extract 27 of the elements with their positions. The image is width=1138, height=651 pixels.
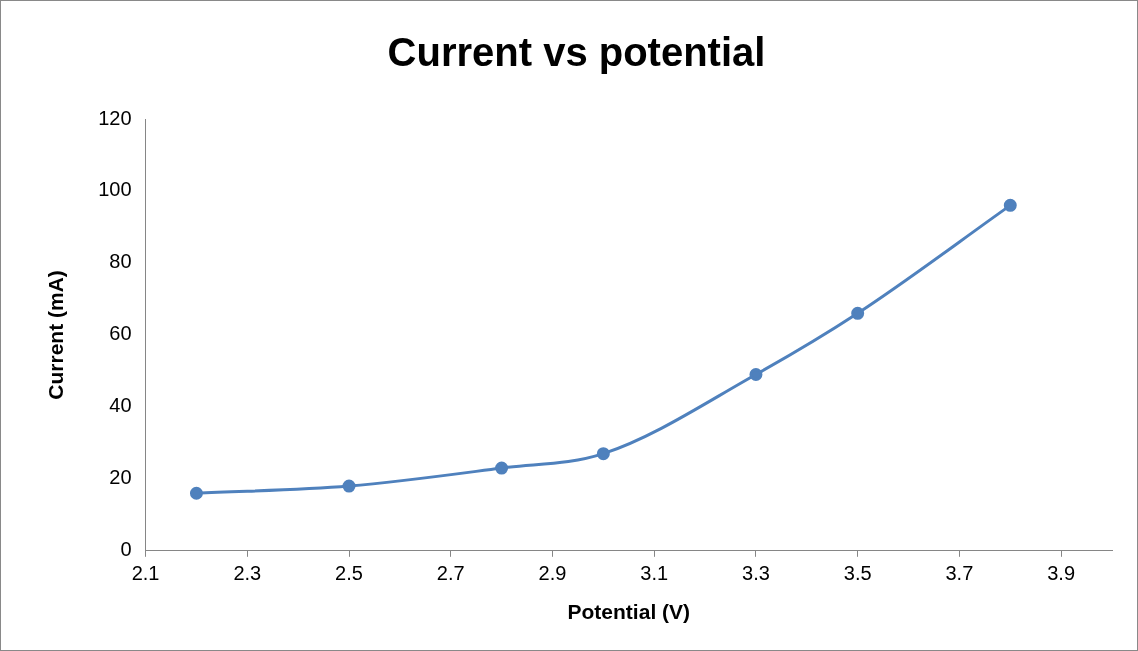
y-tick-label: 60 bbox=[109, 322, 132, 345]
y-tick-label: 0 bbox=[120, 538, 132, 561]
x-tick-label: 2.1 bbox=[131, 562, 160, 585]
y-tick-label: 100 bbox=[98, 178, 132, 201]
x-axis-title: Potential (V) bbox=[567, 600, 691, 624]
y-tick-label: 80 bbox=[109, 250, 132, 273]
x-tick-label: 3.3 bbox=[742, 562, 770, 585]
x-tick-label: 2.3 bbox=[233, 562, 262, 585]
x-tick-label: 2.7 bbox=[436, 562, 465, 585]
point bbox=[749, 367, 763, 381]
y-tick-label: 20 bbox=[109, 466, 132, 489]
point bbox=[1003, 198, 1017, 212]
y-tick-label: 120 bbox=[98, 106, 132, 129]
point bbox=[342, 479, 356, 493]
x-tick-label: 3.1 bbox=[640, 562, 669, 585]
point bbox=[495, 461, 509, 475]
y-tick-label: 40 bbox=[109, 394, 132, 417]
x-tick-label: 2.5 bbox=[335, 562, 363, 585]
x-tick-label: 3.7 bbox=[945, 562, 974, 585]
point bbox=[596, 447, 610, 461]
point bbox=[189, 486, 203, 500]
chart-title: Current vs potential bbox=[387, 30, 766, 75]
x-tick-label: 2.9 bbox=[538, 562, 567, 585]
x-tick-label: 3.5 bbox=[843, 562, 872, 585]
x-tick-label: 3.9 bbox=[1047, 562, 1076, 585]
point bbox=[851, 306, 865, 320]
y-axis-title: Current (mA) bbox=[44, 270, 68, 400]
